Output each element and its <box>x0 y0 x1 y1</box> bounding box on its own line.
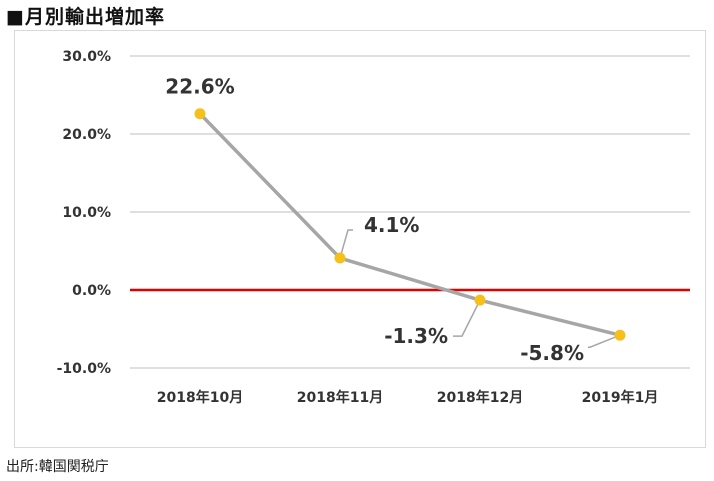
gridlines <box>130 55 690 369</box>
data-label: 22.6% <box>165 75 234 99</box>
leader-line <box>453 299 481 337</box>
y-axis-ticks: 30.0% 20.0% 10.0% 0.0% -10.0% <box>57 49 111 377</box>
x-axis-ticks: 2018年10月 2018年11月 2018年12月 2019年1月 <box>157 389 659 406</box>
data-labels: 22.6% 4.1% -1.3% -5.8% <box>165 75 584 366</box>
x-tick-label: 2018年10月 <box>157 389 243 406</box>
x-tick-label: 2018年11月 <box>297 389 383 406</box>
y-tick-label: 20.0% <box>62 127 111 143</box>
chart-frame <box>14 30 706 448</box>
leader-line <box>339 229 353 259</box>
data-label: 4.1% <box>364 213 419 237</box>
y-tick-label: 30.0% <box>62 49 111 65</box>
y-tick-label: -10.0% <box>57 361 111 377</box>
data-point <box>614 329 626 341</box>
chart-title: ■月別輸出増加率 <box>6 6 165 28</box>
source-note: 出所:韓国関税庁 <box>6 459 109 475</box>
series-line-layer <box>198 112 621 337</box>
leader-lines <box>339 229 621 348</box>
x-tick-label: 2019年1月 <box>582 389 659 406</box>
leader-line <box>588 334 621 348</box>
y-tick-label: 10.0% <box>62 205 111 221</box>
series-line <box>198 112 621 337</box>
data-label: -1.3% <box>384 324 448 348</box>
data-point <box>334 252 346 264</box>
y-tick-label: 0.0% <box>72 283 111 299</box>
data-point <box>474 294 486 306</box>
data-points <box>194 108 626 341</box>
x-tick-label: 2018年12月 <box>437 389 523 406</box>
data-point <box>194 108 206 120</box>
data-label: -5.8% <box>520 341 584 365</box>
